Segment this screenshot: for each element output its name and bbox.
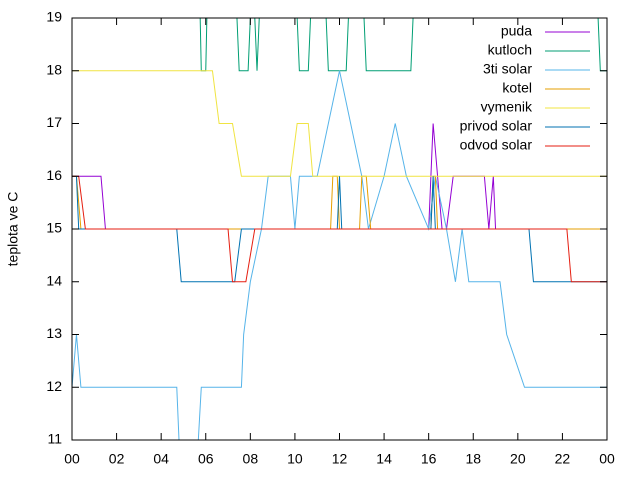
y-tick-label: 17 [46,114,62,130]
y-tick-label: 11 [47,431,62,447]
x-tick-label: 18 [465,451,481,467]
series-line [199,18,607,72]
x-tick-label: 22 [555,451,571,467]
plot-area [72,18,607,440]
x-tick-label: 12 [332,451,348,467]
y-tick-label: 15 [46,220,62,236]
x-tick-label: 04 [153,451,169,467]
y-tick-label: 16 [46,167,62,183]
y-tick-label: 18 [46,61,62,77]
x-tick-label: 20 [510,451,526,467]
y-tick-label: 13 [46,325,62,341]
y-axis-label: teplota ve C [5,192,21,267]
x-tick-label: 10 [287,451,303,467]
y-tick-label: 19 [46,9,62,25]
legend-label: puda [501,23,532,39]
legend-label: 3ti solar [483,61,532,77]
x-tick-label: 14 [376,451,392,467]
legend-label: kotel [502,80,532,96]
x-tick-label: 00 [599,451,615,467]
x-tick-label: 02 [109,451,125,467]
legend-label: privod solar [460,118,533,134]
x-tick-label: 16 [421,451,437,467]
series-line [72,70,607,177]
series-line [72,175,607,283]
legend-label: odvod solar [460,137,533,153]
x-tick-label: 00 [64,451,80,467]
legend-label: kutloch [488,42,532,58]
legend-label: vymenik [481,99,533,115]
y-tick-label: 12 [46,378,62,394]
series-line [72,70,607,440]
y-tick-label: 14 [46,272,62,288]
x-tick-label: 08 [243,451,259,467]
x-tick-label: 06 [198,451,214,467]
